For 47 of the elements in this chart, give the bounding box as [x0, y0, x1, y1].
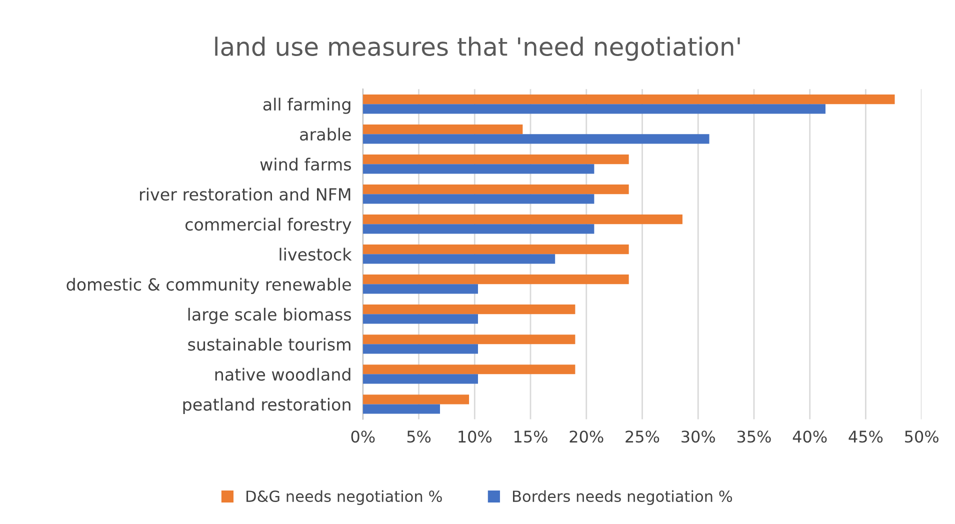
x-tick-label: 35%: [737, 430, 771, 443]
y-tick-label: native woodland: [215, 368, 350, 381]
y-tick-label: domestic & community renewable: [66, 278, 351, 294]
x-tick-label: 30%: [682, 430, 715, 443]
bar: [362, 334, 576, 344]
x-tick-label: 0%: [351, 430, 375, 443]
bar: [362, 104, 826, 114]
bar: [362, 274, 629, 284]
y-tick-label: river restoration and NFM: [140, 188, 350, 201]
legend-label: D&G needs negotiation %: [246, 490, 442, 506]
y-tick-label: commercial forestry: [185, 218, 352, 234]
bar: [362, 124, 523, 134]
bar: [362, 164, 594, 174]
x-tick-label: 15%: [514, 430, 548, 443]
bar: [362, 244, 629, 254]
bar: [362, 94, 895, 104]
x-tick-label: 5%: [407, 430, 431, 443]
bar: [362, 224, 594, 234]
bar: [362, 404, 440, 414]
bar: [362, 364, 576, 374]
bar: [362, 374, 478, 384]
bar: [362, 314, 478, 324]
bar: [362, 254, 556, 264]
y-tick-label: arable: [300, 128, 351, 141]
bar: [362, 154, 629, 164]
chart-title: land use measures that 'need negotiation': [215, 36, 740, 61]
y-tick-label: wind farms: [260, 158, 351, 171]
bar: [362, 194, 594, 204]
bar: [362, 214, 682, 224]
x-tick-label: 20%: [570, 430, 604, 443]
x-tick-label: 45%: [848, 430, 883, 443]
bar: [362, 284, 478, 294]
legend-label: Borders needs negotiation %: [513, 490, 732, 506]
x-tick-label: 40%: [792, 430, 827, 443]
y-tick-label: all farming: [263, 98, 350, 114]
y-tick-label: peatland restoration: [183, 398, 350, 414]
bar: [362, 394, 470, 404]
bar: [362, 304, 576, 314]
x-tick-label: 50%: [905, 430, 938, 443]
bar: [362, 184, 629, 194]
y-tick-label: sustainable tourism: [188, 338, 350, 351]
y-tick-label: livestock: [280, 248, 352, 261]
bar: [362, 344, 478, 354]
x-tick-label: 10%: [458, 430, 492, 443]
x-tick-label: 25%: [626, 430, 660, 443]
y-tick-label: large scale biomass: [188, 308, 351, 324]
bar: [362, 134, 710, 144]
